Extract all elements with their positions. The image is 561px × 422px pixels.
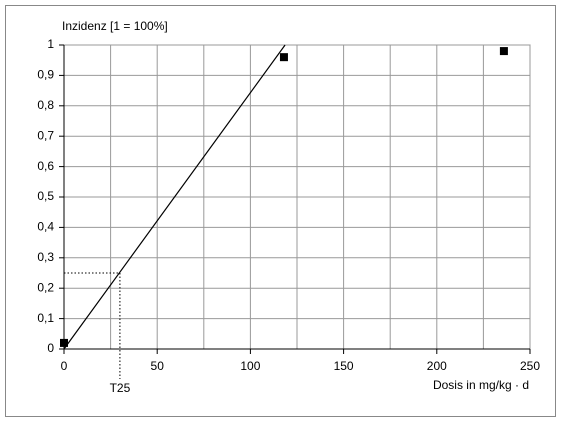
x-tick-label: 100	[240, 359, 260, 373]
x-tick-label: 200	[427, 359, 447, 373]
t25-label: T25	[110, 381, 131, 395]
y-tick-label: 0,9	[37, 68, 54, 82]
data-point	[499, 47, 508, 56]
y-tick-label: 0,7	[37, 128, 54, 142]
y-tick-label: 0	[47, 341, 54, 355]
y-axis-label: Inzidenz [1 = 100%]	[62, 19, 168, 33]
fit-line	[63, 44, 286, 350]
x-tick-label: 50	[151, 359, 165, 373]
data-point	[279, 53, 288, 62]
y-tick-label: 0,4	[37, 220, 54, 234]
y-tick-label: 0,1	[37, 311, 54, 325]
x-tick-label: 0	[61, 359, 68, 373]
y-tick-label: 0,3	[37, 250, 54, 264]
y-tick-label: 0,5	[37, 189, 54, 203]
y-tick-label: 0,8	[37, 98, 54, 112]
data-point	[60, 338, 68, 347]
x-axis-label: Dosis in mg/kg · d	[433, 378, 529, 392]
x-tick-label: 250	[520, 359, 540, 373]
y-tick-label: 0,6	[37, 159, 54, 173]
y-tick-label: 0,2	[37, 280, 54, 294]
x-tick-label: 150	[334, 359, 354, 373]
y-tick-label: 1	[47, 37, 54, 51]
